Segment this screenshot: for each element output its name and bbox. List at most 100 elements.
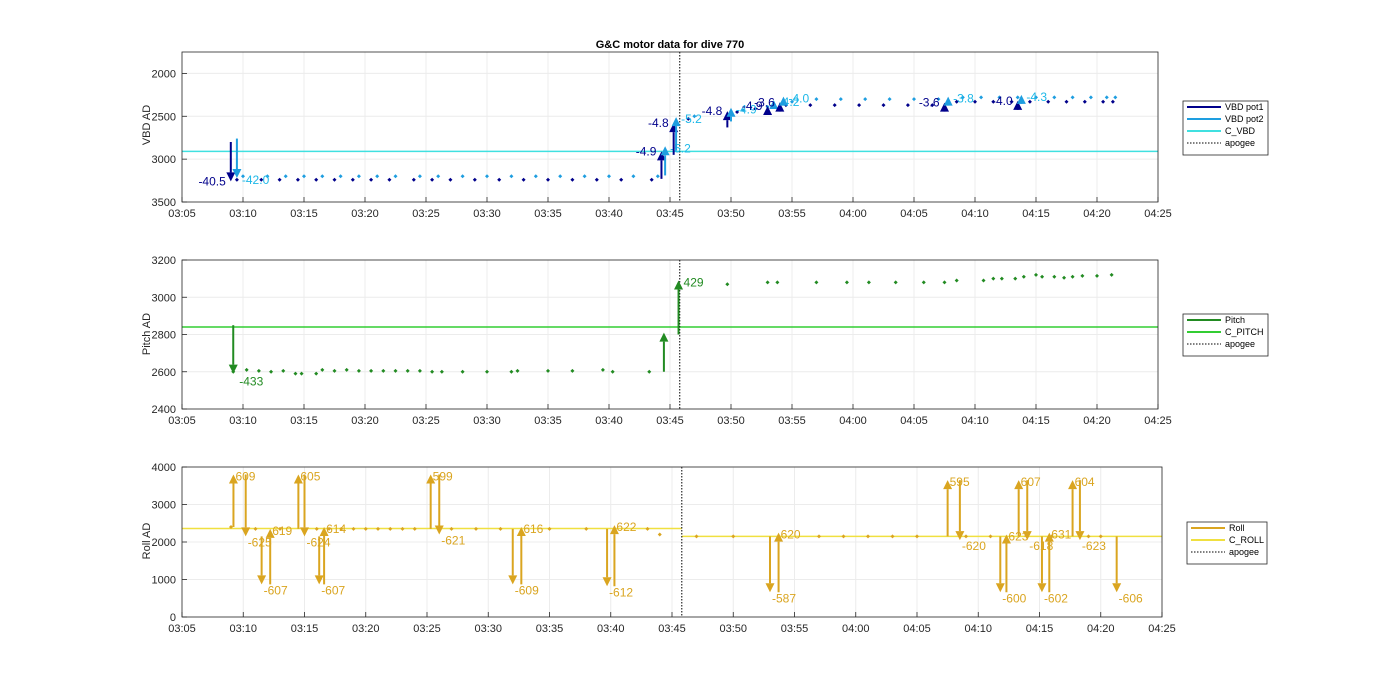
- arrow-label: -612: [609, 585, 633, 599]
- vbd-pot1-point: [1101, 99, 1106, 104]
- x-tick-label: 03:25: [413, 623, 441, 635]
- pitch-point: [344, 367, 349, 372]
- arrow-label: -606: [1119, 591, 1143, 605]
- arrow-head: [265, 528, 275, 538]
- arrow-label: -3.6: [754, 96, 775, 110]
- arrow-label: -4.9: [636, 144, 657, 158]
- x-tick-label: 03:10: [229, 415, 257, 427]
- arrow-label: 619: [272, 524, 292, 538]
- vbd-pot2-point: [741, 108, 746, 113]
- vbd-pot1-point: [497, 177, 502, 182]
- x-tick-label: 03:30: [473, 415, 501, 427]
- arrow-head: [300, 527, 309, 537]
- arrow-head: [516, 527, 526, 536]
- arrow-label: 622: [616, 520, 636, 534]
- vbd-pot1-point: [991, 99, 996, 104]
- x-tick-label: 04:20: [1083, 415, 1111, 427]
- vbd-pot1-point: [1064, 99, 1069, 104]
- pitch-point: [954, 278, 959, 283]
- vbd-pot1-point: [1009, 99, 1014, 104]
- x-tick-label: 03:25: [412, 208, 440, 220]
- legend-label: C_ROLL: [1229, 535, 1264, 545]
- roll-point: [351, 526, 356, 531]
- legend-label: Roll: [1229, 523, 1245, 533]
- roll-point: [657, 532, 662, 537]
- arrow-label: -4.9: [742, 99, 763, 113]
- vbd-pot2-point: [607, 174, 611, 179]
- roll-point: [988, 534, 993, 539]
- vbd-pot1-point: [411, 177, 416, 182]
- x-tick-label: 04:25: [1144, 208, 1172, 220]
- pitch-point: [1070, 274, 1075, 279]
- arrow-head: [995, 583, 1005, 593]
- pitch-point: [814, 280, 819, 285]
- arrow-head: [232, 169, 242, 178]
- pitch-point: [269, 369, 274, 374]
- pitch-point: [332, 368, 337, 373]
- vbd-pot2-point: [838, 97, 843, 102]
- vbd-pot1-point: [369, 177, 374, 182]
- x-tick-label: 04:10: [964, 623, 992, 635]
- vbd-pot2-point: [582, 174, 587, 179]
- x-tick-label: 04:15: [1022, 208, 1050, 220]
- x-tick-label: 04:10: [961, 208, 989, 220]
- pitch-point: [921, 280, 926, 285]
- y-tick-label: 2000: [152, 68, 176, 80]
- legend-label: VBD pot2: [1225, 114, 1264, 124]
- arrow-head: [1068, 480, 1078, 490]
- pitch-point: [991, 276, 996, 281]
- vbd-pot2-point: [265, 174, 270, 179]
- x-tick-label: 03:15: [290, 415, 318, 427]
- arrow-label: 604: [1075, 475, 1095, 489]
- y-tick-label: 4000: [152, 462, 176, 474]
- arrow-label: -3.8: [953, 92, 974, 106]
- arrow-head: [241, 527, 251, 537]
- pitch-ylabel: Pitch AD: [141, 313, 153, 355]
- arrow-head: [609, 525, 619, 535]
- x-tick-label: 03:55: [781, 623, 809, 635]
- arrow-label: -600: [1002, 591, 1026, 605]
- arrow-head: [1016, 94, 1026, 104]
- vbd-pot2-point: [1088, 95, 1093, 100]
- arrow-head: [228, 474, 238, 484]
- x-tick-label: 03:10: [229, 623, 257, 635]
- vbd-pot2-point: [912, 97, 916, 102]
- roll-point: [388, 526, 393, 531]
- vbd-pot1-point: [686, 116, 691, 121]
- vbd-pot1-point: [332, 177, 337, 182]
- legend-label: C_PITCH: [1225, 327, 1264, 337]
- vbd-pot1-point: [277, 177, 282, 182]
- x-tick-label: 03:30: [474, 623, 502, 635]
- vbd-pot1-point: [753, 106, 758, 111]
- vbd-pot2-point: [997, 95, 1002, 100]
- arrow-head: [1014, 480, 1024, 490]
- pitch-point: [1034, 272, 1038, 277]
- arrow-head: [228, 364, 238, 374]
- roll-point: [278, 526, 282, 531]
- x-tick-label: 03:35: [534, 415, 562, 427]
- vbd-pot2-point: [375, 174, 380, 179]
- x-tick-label: 03:55: [778, 415, 806, 427]
- arrow-label: -607: [321, 583, 345, 597]
- y-tick-label: 3000: [152, 500, 176, 512]
- arrow-head: [434, 525, 444, 535]
- roll-point: [964, 534, 968, 539]
- arrow-label: 620: [781, 528, 801, 542]
- arrow-head: [671, 117, 681, 127]
- arrow-label: -4.0: [992, 94, 1013, 108]
- vbd-ylabel: VBD AD: [141, 105, 153, 145]
- roll-point: [1098, 534, 1103, 539]
- vbd-pot2-point: [692, 114, 697, 119]
- pitch-point: [775, 280, 780, 285]
- vbd-pot1-point: [234, 177, 239, 182]
- pitch-point: [393, 368, 398, 373]
- pitch-point: [1095, 273, 1099, 278]
- vbd-pot1-point: [350, 177, 355, 182]
- x-tick-label: 04:00: [839, 208, 867, 220]
- roll-point: [498, 526, 503, 531]
- x-tick-label: 03:25: [412, 415, 440, 427]
- pitch-point: [244, 367, 249, 372]
- legend-label: apogee: [1225, 138, 1255, 148]
- arrow-head: [769, 100, 779, 109]
- x-tick-label: 03:20: [351, 415, 379, 427]
